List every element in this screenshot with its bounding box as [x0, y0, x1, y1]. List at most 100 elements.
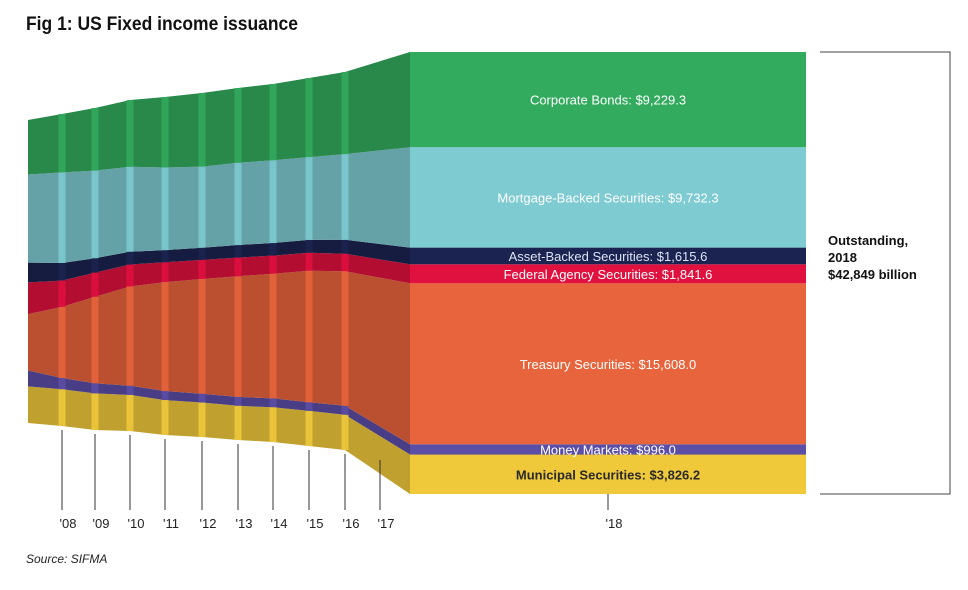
year-stripe — [91, 393, 99, 430]
year-stripe — [58, 306, 66, 378]
history-area-treasury-securities — [28, 270, 410, 445]
bar-mortgage-backed-securities — [410, 147, 806, 248]
year-stripe — [234, 245, 242, 258]
year-stripe — [269, 243, 277, 256]
year-stripe — [234, 257, 242, 277]
year-stripe — [341, 72, 349, 155]
x-tick-label: '09 — [93, 516, 110, 531]
year-stripe — [305, 157, 313, 240]
year-stripe — [269, 407, 277, 442]
year-stripe — [198, 259, 206, 279]
year-stripe — [58, 114, 66, 173]
year-stripe — [91, 272, 99, 297]
year-stripe — [341, 271, 349, 406]
year-stripe — [234, 88, 242, 163]
x-tick-label: '16 — [343, 516, 360, 531]
x-tick-label: '18 — [606, 516, 623, 531]
year-stripe — [341, 414, 349, 450]
year-stripe — [91, 108, 99, 171]
total-line-1: Outstanding, — [828, 233, 909, 248]
x-tick-label: '17 — [378, 516, 395, 531]
history-area-asset-backed-securities — [28, 239, 410, 283]
year-stripe — [305, 252, 313, 271]
x-tick-label: '13 — [236, 516, 253, 531]
year-stripe — [161, 250, 169, 263]
history-area-layer — [28, 52, 410, 494]
bar-corporate-bonds — [410, 52, 806, 148]
year-stripe — [126, 166, 134, 252]
history-area-corporate-bonds — [28, 52, 410, 175]
year-stripe — [269, 160, 277, 244]
year-stripe — [126, 286, 134, 386]
x-axis: '08 '09 '10 '11 '12 '13 '14 '15 '16 '17 '18 — [60, 430, 623, 531]
year-stripe — [305, 270, 313, 403]
year-stripe — [305, 239, 313, 253]
year-stripe-layer — [58, 72, 349, 450]
year-stripe — [161, 262, 169, 282]
year-stripe — [305, 78, 313, 158]
bar-label-money-markets: Money Markets: $996.0 — [540, 442, 676, 457]
final-year-bar-layer: Municipal Securities: $3,826.2 Money Mark… — [410, 52, 806, 494]
source-note: Source: SIFMA — [26, 552, 108, 566]
bar-treasury-securities — [410, 283, 806, 445]
year-stripe — [161, 400, 169, 435]
year-stripe — [269, 84, 277, 161]
bar-asset-backed-securities — [410, 247, 806, 265]
bar-municipal-securities — [410, 454, 806, 494]
x-tick-label: '15 — [307, 516, 324, 531]
bar-federal-agency-securities — [410, 264, 806, 284]
total-bracket — [820, 51, 951, 495]
history-area-federal-agency-securities — [28, 252, 410, 315]
year-stripe — [126, 394, 134, 431]
year-stripe — [91, 383, 99, 394]
year-stripe — [161, 167, 169, 251]
chart-title: Fig 1: US Fixed income issuance — [26, 14, 299, 35]
year-stripe — [91, 296, 99, 384]
year-stripe — [341, 405, 349, 415]
year-stripe — [234, 276, 242, 397]
year-stripe — [58, 263, 66, 281]
year-stripe — [198, 93, 206, 167]
year-stripe — [126, 385, 134, 395]
year-stripe — [58, 389, 66, 426]
x-tick-label: '08 — [60, 516, 77, 531]
year-stripe — [198, 279, 206, 394]
bar-label-asset-backed-securities: Asset-Backed Securities: $1,615.6 — [509, 249, 708, 264]
year-stripe — [198, 402, 206, 437]
year-stripe — [234, 396, 242, 406]
bar-money-markets — [410, 444, 806, 455]
year-stripe — [234, 405, 242, 440]
year-stripe — [58, 378, 66, 390]
bar-label-federal-agency-securities: Federal Agency Securities: $1,841.6 — [504, 267, 713, 282]
bar-label-mortgage-backed-securities: Mortgage-Backed Securities: $9,732.3 — [497, 190, 718, 205]
year-stripe — [341, 154, 349, 240]
bar-label-municipal-securities: Municipal Securities: $3,826.2 — [516, 467, 700, 482]
history-area-mortgage-backed-securities — [28, 147, 410, 263]
bar-label-corporate-bonds: Corporate Bonds: $9,229.3 — [530, 93, 686, 108]
total-line-3: $42,849 billion — [828, 267, 917, 282]
year-stripe — [198, 393, 206, 403]
year-stripe — [269, 398, 277, 408]
year-stripe — [126, 264, 134, 287]
year-stripe — [198, 247, 206, 260]
x-tick-label: '11 — [163, 516, 179, 531]
year-stripe — [58, 280, 66, 307]
year-stripe — [269, 273, 277, 399]
year-stripe — [58, 172, 66, 263]
history-area-municipal-securities — [28, 386, 410, 494]
x-tick-label: '10 — [128, 516, 145, 531]
year-stripe — [234, 162, 242, 246]
year-stripe — [126, 251, 134, 265]
year-stripe — [198, 166, 206, 248]
year-stripe — [161, 391, 169, 400]
year-stripe — [341, 239, 349, 254]
year-stripe — [269, 255, 277, 274]
year-stripe — [91, 258, 99, 273]
total-bracket-line — [820, 51, 951, 495]
year-stripe — [341, 253, 349, 272]
year-stripe — [126, 100, 134, 167]
history-area-money-markets — [28, 370, 410, 455]
year-stripe — [91, 170, 99, 259]
x-tick-label: '14 — [271, 516, 288, 531]
